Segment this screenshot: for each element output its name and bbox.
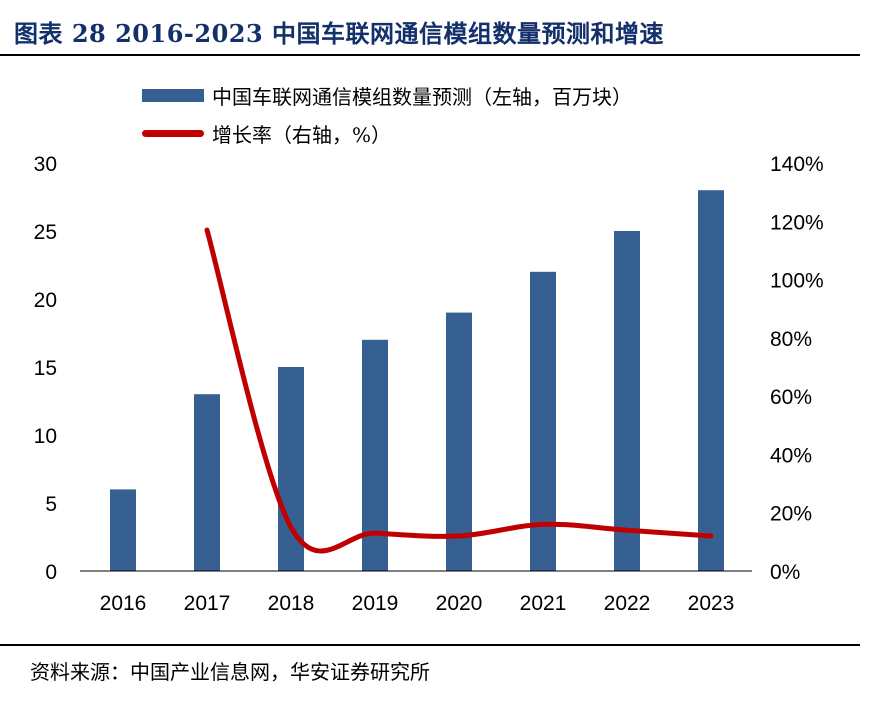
legend-swatch-bar	[142, 88, 204, 102]
y-left-tick-label: 20	[34, 289, 57, 312]
source-note: 资料来源：中国产业信息网，华安证券研究所	[30, 660, 430, 684]
x-tick-label: 2023	[688, 592, 735, 615]
x-tick-label: 2021	[520, 592, 567, 615]
y-left-tick-label: 30	[34, 153, 57, 176]
bar-2017	[194, 394, 220, 571]
legend-swatch-line	[142, 129, 204, 137]
growth-rate-line	[204, 227, 714, 554]
y-right-tick-label: 80%	[770, 328, 812, 351]
y-right-tick-label: 40%	[770, 444, 812, 467]
bar-2021	[530, 271, 556, 571]
bar-2016	[110, 489, 136, 571]
y-left-tick-label: 25	[34, 221, 57, 244]
y-left-tick-label: 0	[45, 561, 57, 584]
legend-item-bar: 中国车联网通信模组数量预测（左轴，百万块）	[142, 76, 632, 114]
legend-label-line: 增长率（右轴，%）	[212, 122, 392, 147]
title-divider	[0, 54, 860, 56]
y-left-tick-label: 10	[34, 425, 57, 448]
x-tick-label: 2018	[268, 592, 315, 615]
x-tick-label: 2017	[184, 592, 231, 615]
x-tick-label: 2020	[436, 592, 483, 615]
y-left-tick-label: 15	[34, 357, 57, 380]
y-left-tick-label: 5	[45, 493, 57, 516]
y-right-tick-label: 100%	[770, 270, 824, 293]
x-tick-label: 2022	[604, 592, 651, 615]
chart-title: 图表 28 2016-2023 中国车联网通信模组数量预测和增速	[14, 19, 665, 48]
bar-2022	[614, 231, 640, 571]
y-right-tick-label: 60%	[770, 386, 812, 409]
legend: 中国车联网通信模组数量预测（左轴，百万块） 增长率（右轴，%）	[142, 76, 632, 152]
bar-2023	[698, 190, 724, 571]
y-right-tick-label: 0%	[770, 561, 800, 584]
x-tick-label: 2016	[100, 592, 147, 615]
legend-item-line: 增长率（右轴，%）	[142, 114, 632, 152]
source-divider	[0, 644, 860, 646]
y-right-tick-label: 120%	[770, 211, 824, 234]
legend-label-bar: 中国车联网通信模组数量预测（左轴，百万块）	[212, 84, 632, 109]
y-right-tick-label: 140%	[770, 153, 824, 176]
bar-2020	[446, 312, 472, 571]
x-tick-label: 2019	[352, 592, 399, 615]
y-right-tick-label: 20%	[770, 503, 812, 526]
